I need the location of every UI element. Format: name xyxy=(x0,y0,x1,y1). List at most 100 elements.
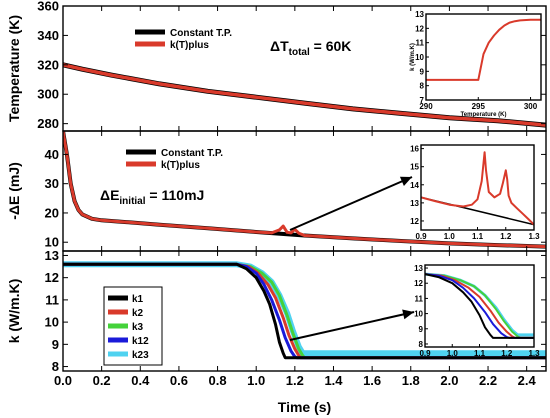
legend-panel-2: Constant T.P.k(T)plus xyxy=(126,148,223,171)
inset-xtick-label: 295 xyxy=(472,102,486,111)
xtick-label: 0.0 xyxy=(54,373,72,388)
annotation-panel-2: ΔEinitial = 110mJ xyxy=(100,187,204,207)
panel-2: 10 20 30 40 -ΔE (mJ) xyxy=(6,130,547,252)
inset-ytick-label: 13 xyxy=(415,10,424,19)
series-k1 xyxy=(63,262,546,360)
ytick-label: 300 xyxy=(37,87,59,102)
xtick-label: 0.2 xyxy=(93,373,111,388)
xtick-label: 1.6 xyxy=(363,373,381,388)
ytick-label: 11 xyxy=(45,292,59,307)
legend-label: k3 xyxy=(132,322,144,333)
ylabel: Temperature (K) xyxy=(6,15,22,122)
legend-label: k23 xyxy=(132,350,149,361)
xtick-label: 2.0 xyxy=(440,373,458,388)
arrow-shaft xyxy=(289,311,415,341)
ytick-label: 12 xyxy=(45,270,59,285)
inset-xtick-label: 1.1 xyxy=(472,232,484,241)
ytick-label: 30 xyxy=(45,176,59,191)
ytick-label: 40 xyxy=(45,147,59,162)
inset-xtick-label: 1.3 xyxy=(528,232,540,241)
xtick-label: 1.0 xyxy=(247,373,265,388)
ytick-label: 280 xyxy=(37,116,59,131)
inset-ytick-label: 9 xyxy=(419,325,424,334)
ytick-label: 360 xyxy=(37,0,59,14)
inset-ylabel: k (W/m.K) xyxy=(410,43,416,71)
xlabel: Time (s) xyxy=(278,399,331,415)
inset-ytick-label: 13 xyxy=(410,199,419,208)
inset-xtick-label: 1.1 xyxy=(474,349,486,358)
inset-xtick-label: 290 xyxy=(419,102,433,111)
xtick-label: 1.8 xyxy=(402,373,420,388)
ytick-label: 320 xyxy=(37,57,59,72)
panel-3: 8 9 10 11 12 13 0.0 0.2 0.4 0.6 0.8 1.0 1.2 1.4 1.6 1.8… xyxy=(6,248,547,415)
inset-bg xyxy=(421,145,534,230)
inset-panel-2: 12 13 14 15 16 0.9 1.0 1.1 1.2 1.3 xyxy=(410,144,540,241)
ylabel: k (W/m.K) xyxy=(6,279,22,344)
inset-xtick-label: 0.9 xyxy=(419,349,431,358)
zoom-arrow-panel-2 xyxy=(289,176,413,231)
ytick-label: 20 xyxy=(45,205,59,220)
arrow-head xyxy=(402,309,414,320)
xtick-label: 2.4 xyxy=(518,373,537,388)
series-k-t-plus xyxy=(63,131,546,249)
inset-ytick-label: 10 xyxy=(414,310,423,319)
inset-ytick-label: 14 xyxy=(410,181,419,190)
panel-1-data xyxy=(63,62,546,128)
inset-series-k-t-plus xyxy=(426,18,541,81)
inset-xtick-label: 1.0 xyxy=(444,232,456,241)
panel-3-frame xyxy=(62,250,547,372)
legend-panel-1: Constant T.P.k(T)plus xyxy=(135,28,232,51)
inset-ytick-label: 9 xyxy=(420,67,425,76)
inset-series-k1 xyxy=(425,273,534,339)
ytick-label: 340 xyxy=(37,28,59,43)
inset-panel-3: 8 9 10 11 12 13 0.9 1.0 1.1 1.2 1.3 xyxy=(414,264,540,358)
ylabel: -ΔE (mJ) xyxy=(6,162,22,220)
inset-ytick-label: 12 xyxy=(415,24,424,33)
inset-xlabel: Temperature (K) xyxy=(461,112,507,118)
xtick-label: 1.4 xyxy=(324,373,343,388)
inset-ytick-label: 11 xyxy=(416,39,425,48)
legend-label: k(T)plus xyxy=(170,40,209,51)
inset-xtick-label: 1.3 xyxy=(528,349,540,358)
inset-data xyxy=(425,272,534,339)
xtick-label: 1.2 xyxy=(286,373,304,388)
legend-label: k(T)plus xyxy=(161,160,200,171)
inset-ytick-label: 12 xyxy=(410,217,419,226)
legend-label: Constant T.P. xyxy=(170,28,232,39)
inset-xtick-label: 1.2 xyxy=(500,232,512,241)
inset-panel-1: 7 8 9 10 11 12 13 290 295 300 Temperature (K) k (W/… xyxy=(410,10,542,118)
ytick-label: 10 xyxy=(45,235,59,250)
ytick-label: 10 xyxy=(45,315,59,330)
legend-label: k2 xyxy=(132,308,144,319)
inset-ytick-label: 7 xyxy=(420,96,425,105)
inset-xtick-label: 1.2 xyxy=(501,349,513,358)
inset-ytick-label: 11 xyxy=(415,294,424,303)
annotation-text: ΔTtotal = 60K xyxy=(270,38,351,58)
inset-ytick-label: 15 xyxy=(410,163,419,172)
panel-1: 280 300 320 340 360 Temperature (K) xyxy=(6,0,547,132)
inset-series-k-t-plus xyxy=(421,151,534,226)
legend-label: k12 xyxy=(132,336,149,347)
inset-xtick-label: 0.9 xyxy=(415,232,427,241)
panel-3-data xyxy=(63,261,546,360)
series-k-t-plus xyxy=(63,63,546,127)
panel-2-data xyxy=(63,131,546,249)
annotation-panel-1: ΔTtotal = 60K xyxy=(270,38,351,58)
legend-label: k1 xyxy=(132,294,144,305)
ytick-label: 8 xyxy=(52,359,59,374)
legend-panel-3: k1 k2 k3 k12 k23 xyxy=(103,286,163,366)
legend-label: Constant T.P. xyxy=(161,148,223,159)
inset-xtick-label: 300 xyxy=(524,102,538,111)
ytick-label: 13 xyxy=(45,248,59,263)
inset-ytick-label: 10 xyxy=(415,53,424,62)
inset-data xyxy=(426,18,541,81)
annotation-text: ΔEinitial = 110mJ xyxy=(100,187,204,207)
inset-xtick-label: 1.0 xyxy=(447,349,459,358)
arrow-shaft xyxy=(289,176,413,231)
inset-ytick-label: 12 xyxy=(414,279,423,288)
inset-ytick-label: 16 xyxy=(410,145,419,154)
inset-ytick-label: 8 xyxy=(419,340,424,349)
inset-data xyxy=(421,151,534,226)
zoom-arrow-panel-3 xyxy=(289,309,415,341)
